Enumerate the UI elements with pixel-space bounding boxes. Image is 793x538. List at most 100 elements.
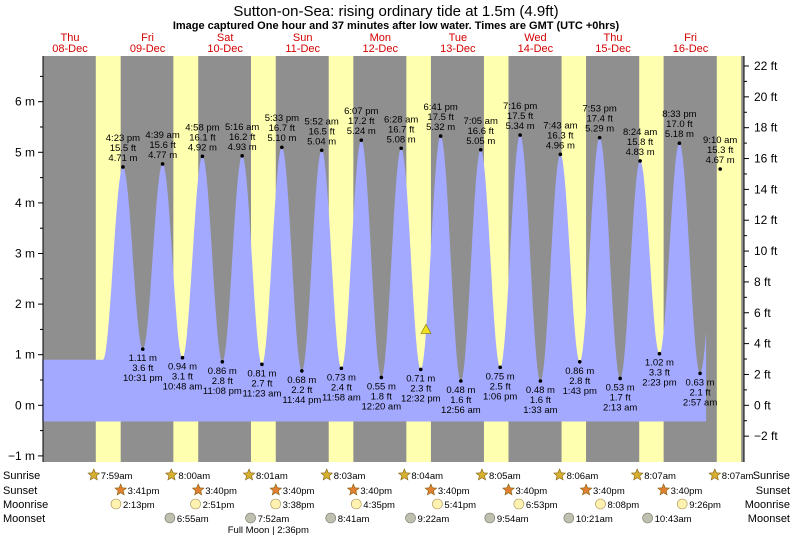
day-date-label: 10-Dec bbox=[207, 43, 243, 55]
tide-time-label: 10:48 am bbox=[163, 382, 203, 393]
high-tide-point bbox=[240, 154, 244, 158]
y-right-tick-label: 14 ft bbox=[754, 182, 778, 196]
moonset-icon bbox=[245, 512, 256, 524]
moonset-icon bbox=[563, 512, 575, 524]
sunset-time: 3:40pm bbox=[283, 486, 315, 497]
y-left-tick-label: 2 m bbox=[15, 297, 35, 311]
sunrise-icon bbox=[708, 468, 722, 481]
tide-feet-label: 16.1 ft bbox=[189, 132, 216, 143]
low-tide-point bbox=[379, 375, 384, 380]
tide-feet-label: 16.6 ft bbox=[468, 126, 495, 137]
y-left-tick-label: 3 m bbox=[15, 247, 35, 261]
row-label-left-sunrise: Sunrise bbox=[3, 470, 40, 482]
sunset-icon bbox=[114, 483, 128, 496]
moonrise-icon bbox=[432, 498, 443, 510]
day-date-label: 15-Dec bbox=[595, 43, 631, 55]
y-left-tick-label: 0 m bbox=[15, 398, 35, 412]
tide-time-label: 6:28 am bbox=[384, 114, 418, 125]
tide-feet-label: 3.1 ft bbox=[172, 372, 193, 383]
tide-time-label: 1:43 pm bbox=[563, 386, 597, 397]
day-name-label: Thu bbox=[603, 32, 622, 44]
row-label-left-moonset: Moonset bbox=[3, 513, 45, 525]
day-date-label: 09-Dec bbox=[130, 43, 166, 55]
tide-time-label: 8:33 pm bbox=[662, 109, 696, 120]
day-date-label: 08-Dec bbox=[52, 43, 88, 55]
tide-metres-label: 0.55 m bbox=[367, 381, 396, 392]
low-tide-point bbox=[180, 355, 185, 360]
tide-feet-label: 1.6 ft bbox=[530, 395, 551, 406]
day-name-label: Fri bbox=[684, 32, 697, 44]
tide-feet-label: 15.8 ft bbox=[627, 137, 654, 148]
high-tide-point bbox=[121, 165, 125, 169]
low-tide-point bbox=[538, 379, 543, 383]
tide-feet-label: 2.8 ft bbox=[569, 376, 590, 387]
moonrise-icon bbox=[190, 498, 201, 510]
tide-metres-label: 0.86 m bbox=[565, 366, 594, 377]
y-right-tick-label: 8 ft bbox=[754, 275, 771, 289]
tide-time-label: 8:24 am bbox=[623, 127, 657, 138]
tide-metres-label: 5.05 m bbox=[466, 136, 495, 147]
moonset-time: 7:52am bbox=[258, 514, 290, 525]
high-tide-point bbox=[399, 146, 403, 151]
y-right-tick-label: 16 ft bbox=[754, 152, 778, 166]
low-tide-point bbox=[577, 359, 582, 364]
moonrise-time: 2:13pm bbox=[123, 500, 155, 511]
tide-feet-label: 1.8 ft bbox=[371, 391, 392, 402]
low-tide-point bbox=[459, 379, 463, 383]
day-date-label: 12-Dec bbox=[363, 43, 399, 55]
tide-time-label: 12:32 pm bbox=[401, 393, 441, 404]
tide-time-label: 2:13 am bbox=[603, 402, 637, 413]
tide-time-label: 5:33 pm bbox=[265, 113, 299, 124]
tide-feet-label: 3.6 ft bbox=[132, 363, 153, 374]
moonrise-time: 3:38pm bbox=[283, 500, 315, 511]
tide-time-label: 4:39 am bbox=[145, 130, 179, 141]
tide-feet-label: 16.5 ft bbox=[308, 126, 335, 137]
tide-time-label: 12:20 am bbox=[362, 401, 402, 412]
tide-time-label: 5:16 am bbox=[225, 122, 259, 133]
tide-metres-label: 1.11 m bbox=[129, 353, 157, 364]
row-label-right-sunrise: Sunrise bbox=[753, 470, 790, 482]
y-left-tick-label: 4 m bbox=[15, 196, 35, 210]
y-right-tick-label: 20 ft bbox=[754, 90, 778, 104]
moonset-icon bbox=[642, 512, 653, 524]
tide-time-label: 12:56 am bbox=[441, 405, 481, 416]
low-tide-point bbox=[140, 347, 145, 351]
tide-time-label: 11:58 am bbox=[322, 392, 361, 403]
day-date-label: 11-Dec bbox=[285, 43, 320, 55]
tide-metres-label: 5.34 m bbox=[506, 121, 535, 132]
sunrise-icon bbox=[164, 468, 178, 481]
moonset-icon bbox=[484, 512, 496, 524]
high-tide-point bbox=[597, 135, 602, 140]
tide-curve-area bbox=[42, 135, 707, 422]
tide-metres-label: 4.77 m bbox=[148, 150, 177, 161]
tide-time-label: 1:33 am bbox=[523, 405, 557, 416]
day-date-label: 16-Dec bbox=[673, 43, 709, 55]
day-name-label: Fri bbox=[141, 32, 154, 44]
moonset-icon bbox=[164, 512, 176, 524]
tide-feet-label: 17.2 ft bbox=[348, 116, 375, 127]
tide-metres-label: 4.96 m bbox=[546, 140, 575, 151]
tide-time-label: 4:23 pm bbox=[106, 133, 140, 144]
y-left-tick-label: 5 m bbox=[15, 145, 35, 159]
tide-feet-label: 16.7 ft bbox=[269, 123, 296, 134]
high-tide-point bbox=[438, 134, 443, 138]
sunrise-icon bbox=[630, 468, 644, 481]
tide-feet-label: 2.4 ft bbox=[331, 382, 352, 393]
tide-time-label: 11:23 am bbox=[242, 388, 281, 399]
day-name-label: Sun bbox=[293, 32, 313, 44]
chart-title: Sutton-on-Sea: rising ordinary tide at 1… bbox=[233, 3, 558, 20]
tide-metres-label: 4.83 m bbox=[626, 147, 655, 158]
sunset-icon bbox=[424, 483, 438, 496]
tide-time-label: 7:53 pm bbox=[582, 104, 616, 115]
sunrise-time: 8:07am bbox=[644, 471, 676, 482]
tide-metres-label: 5.29 m bbox=[585, 124, 614, 135]
high-tide-point bbox=[319, 148, 324, 153]
day-name-label: Thu bbox=[61, 32, 80, 44]
sunrise-time: 7:59am bbox=[101, 471, 133, 482]
moonrise-icon bbox=[350, 498, 362, 510]
moonrise-icon bbox=[110, 498, 122, 510]
tide-time-label: 2:57 am bbox=[683, 397, 717, 408]
high-tide-point bbox=[478, 147, 483, 152]
